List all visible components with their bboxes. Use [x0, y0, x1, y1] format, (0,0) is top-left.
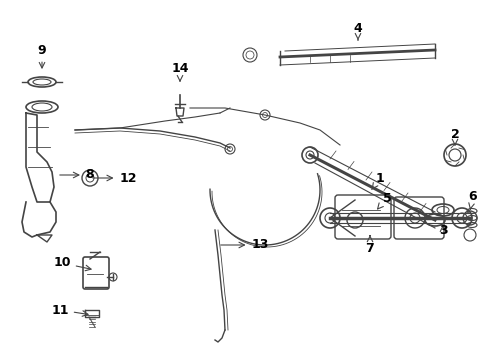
Text: 6: 6 [468, 190, 476, 209]
Text: 12: 12 [93, 171, 137, 184]
Text: 8: 8 [60, 168, 94, 181]
Text: 5: 5 [377, 192, 390, 209]
Text: 9: 9 [38, 44, 46, 68]
Text: 2: 2 [450, 129, 458, 145]
Text: 4: 4 [353, 22, 362, 40]
Text: 7: 7 [365, 236, 374, 255]
Text: 14: 14 [171, 62, 188, 81]
Text: 13: 13 [220, 238, 268, 252]
Text: 11: 11 [51, 303, 88, 316]
Text: 10: 10 [53, 256, 91, 271]
Text: 1: 1 [371, 171, 384, 190]
Text: 3: 3 [438, 224, 447, 237]
